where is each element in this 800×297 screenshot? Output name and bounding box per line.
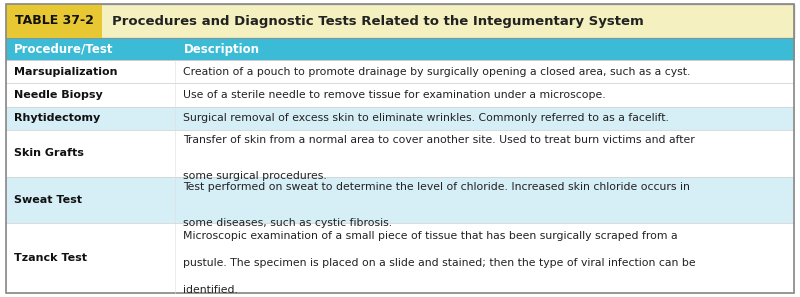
Text: identified.: identified. — [183, 285, 238, 295]
Text: Microscopic examination of a small piece of tissue that has been surgically scra: Microscopic examination of a small piece… — [183, 231, 678, 241]
Text: Tzanck Test: Tzanck Test — [14, 253, 87, 263]
Text: TABLE 37-2: TABLE 37-2 — [14, 15, 94, 28]
Text: Surgical removal of excess skin to eliminate wrinkles. Commonly referred to as a: Surgical removal of excess skin to elimi… — [183, 113, 670, 123]
Bar — [6, 107, 794, 130]
Bar — [6, 38, 794, 60]
Text: pustule. The specimen is placed on a slide and stained; then the type of viral i: pustule. The specimen is placed on a sli… — [183, 258, 696, 268]
Text: Sweat Test: Sweat Test — [14, 195, 82, 205]
Bar — [6, 223, 794, 293]
Text: some diseases, such as cystic fibrosis.: some diseases, such as cystic fibrosis. — [183, 217, 393, 228]
Text: Procedure/Test: Procedure/Test — [14, 42, 114, 56]
Bar — [6, 176, 794, 223]
Text: Needle Biopsy: Needle Biopsy — [14, 90, 102, 100]
Text: some surgical procedures.: some surgical procedures. — [183, 171, 327, 181]
Text: Transfer of skin from a normal area to cover another site. Used to treat burn vi: Transfer of skin from a normal area to c… — [183, 135, 695, 146]
Bar — [6, 4, 102, 38]
Text: Use of a sterile needle to remove tissue for examination under a microscope.: Use of a sterile needle to remove tissue… — [183, 90, 606, 100]
Bar — [6, 83, 794, 107]
Text: Marsupialization: Marsupialization — [14, 67, 118, 77]
Bar — [6, 60, 794, 83]
Text: Test performed on sweat to determine the level of chloride. Increased skin chlor: Test performed on sweat to determine the… — [183, 182, 690, 192]
Bar — [6, 130, 794, 176]
Text: Description: Description — [183, 42, 259, 56]
Text: Creation of a pouch to promote drainage by surgically opening a closed area, suc: Creation of a pouch to promote drainage … — [183, 67, 690, 77]
Bar — [6, 4, 794, 38]
Text: Skin Grafts: Skin Grafts — [14, 148, 84, 158]
Text: Procedures and Diagnostic Tests Related to the Integumentary System: Procedures and Diagnostic Tests Related … — [112, 15, 644, 28]
Text: Rhytidectomy: Rhytidectomy — [14, 113, 100, 123]
